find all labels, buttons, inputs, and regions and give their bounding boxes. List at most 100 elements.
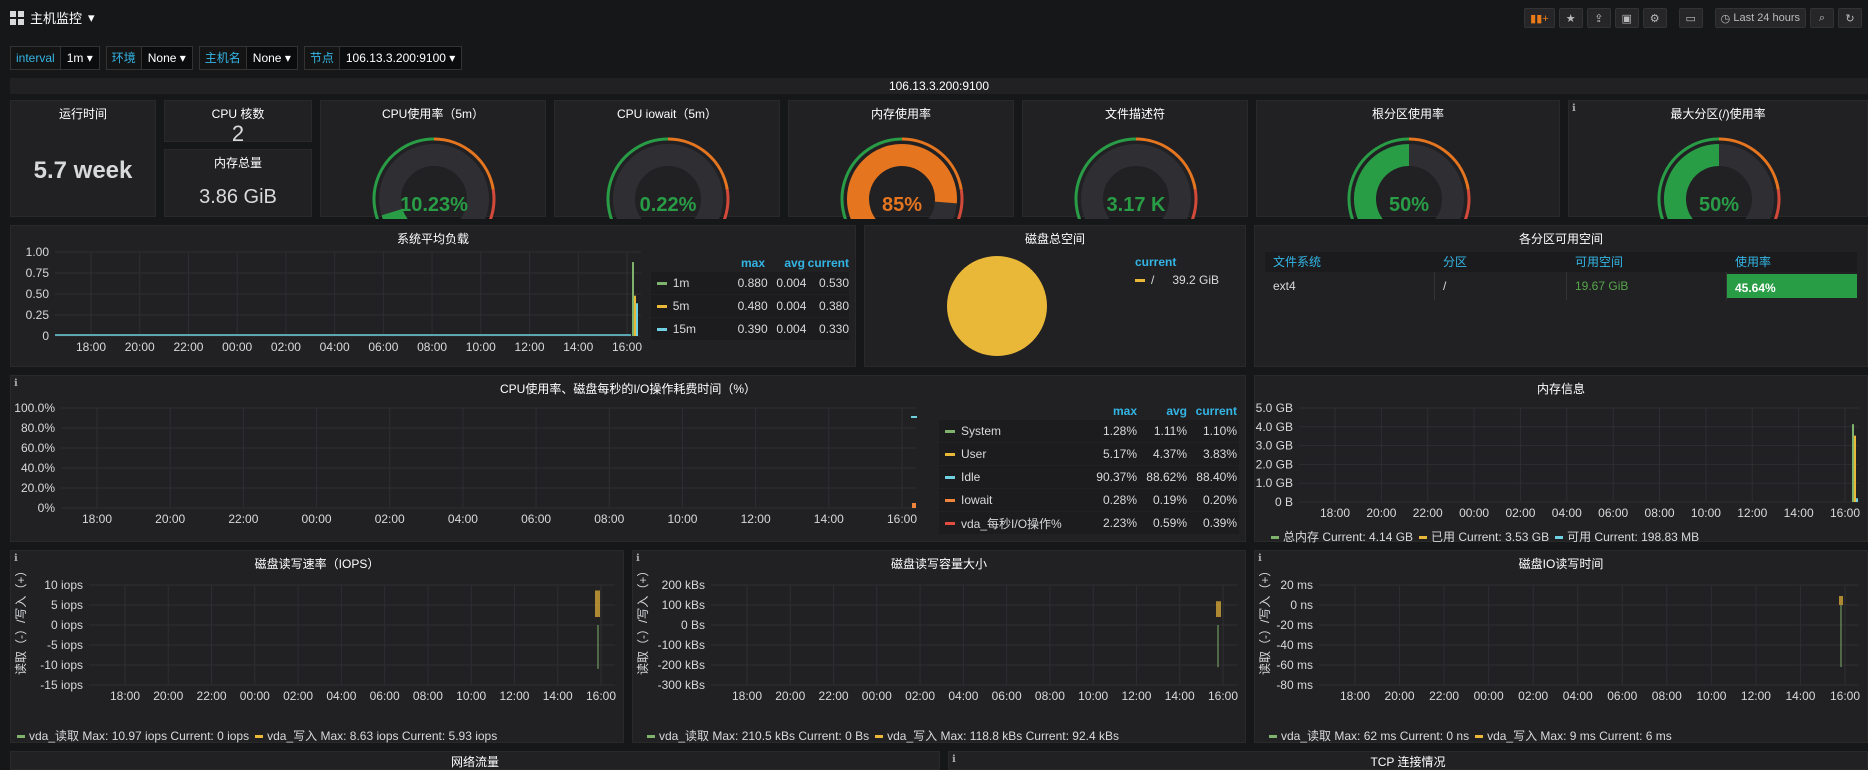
pie-slice-root[interactable] xyxy=(947,256,1047,356)
panel-title[interactable]: 内存总量 xyxy=(213,156,262,170)
panel-title[interactable]: 系统平均负载 xyxy=(396,232,469,246)
zoom-out-button[interactable]: ⌕ xyxy=(1810,8,1834,28)
cpu-io-chart[interactable]: 100.0% 80.0% 60.0% 40.0% 20.0% 0% 18:00 20:00 22… xyxy=(11,396,926,543)
gauge-panel: 根分区使用率 50% xyxy=(1256,100,1560,219)
x-tick-label: 08:00 xyxy=(594,512,624,526)
memory-chart[interactable]: 5.0 GB 4.0 GB 3.0 GB 2.0 GB 1.0 GB 0 B 18:00 20… xyxy=(1255,396,1868,524)
info-icon[interactable]: ℹ xyxy=(14,553,18,564)
gauge-chart: 50% xyxy=(1347,137,1471,219)
column-header[interactable]: 可用空间 xyxy=(1575,255,1624,269)
iops-legend: vda_读取 Max: 10.97 iops Current: 0 iops vd… xyxy=(17,727,503,744)
column-header[interactable]: 分区 xyxy=(1443,255,1468,269)
legend-max: 0.880 xyxy=(737,276,768,290)
panel-title[interactable]: 运行时间 xyxy=(58,107,107,121)
legend-item[interactable]: Iowait 0.28% 0.19% 0.20% xyxy=(939,489,1239,511)
panel-title[interactable]: CPU使用率、磁盘每秒的I/O操作耗费时间（%） xyxy=(499,382,756,396)
info-icon[interactable]: ℹ xyxy=(952,754,956,765)
legend-item[interactable]: 5m 0.480 0.004 0.380 xyxy=(651,295,849,317)
info-icon[interactable]: ℹ xyxy=(1258,553,1262,564)
settings-button[interactable]: ⚙ xyxy=(1642,8,1667,28)
panel-title[interactable]: 磁盘读写容量大小 xyxy=(890,557,987,571)
info-icon[interactable]: ℹ xyxy=(14,378,18,389)
legend-item[interactable]: vda_读取 Max: 210.5 kBs Current: 0 Bs xyxy=(647,729,869,743)
gauge-value: 50% xyxy=(1699,194,1739,216)
legend-item[interactable]: vda_写入 Max: 118.8 kBs Current: 92.4 kBs xyxy=(875,729,1119,743)
tcp-panel: ℹ TCP 连接情况 xyxy=(948,751,1868,770)
legend-name: Iowait xyxy=(961,493,993,507)
y-tick-label: 80.0% xyxy=(21,421,55,435)
legend-item[interactable]: vda_写入 Max: 9 ms Current: 6 ms xyxy=(1475,729,1672,743)
row-title[interactable]: 106.13.3.200:9100 xyxy=(10,78,1868,94)
x-tick-label: 16:00 xyxy=(586,689,616,703)
series-swatch xyxy=(1135,278,1145,282)
series-area[interactable] xyxy=(1839,596,1843,605)
legend-item[interactable]: / 39.2 GiB xyxy=(1135,273,1219,287)
legend-item[interactable]: vda_写入 Max: 8.63 iops Current: 5.93 iops xyxy=(255,729,497,743)
panel-title[interactable]: 内存使用率 xyxy=(870,107,931,121)
panel-title[interactable]: TCP 连接情况 xyxy=(1370,755,1446,769)
legend-item[interactable]: 1m 0.880 0.004 0.530 xyxy=(651,272,849,294)
panel-title[interactable]: 网络流量 xyxy=(450,755,499,769)
panel-title[interactable]: 内存信息 xyxy=(1536,382,1585,396)
legend-avg: 4.37% xyxy=(1152,447,1187,461)
variable-select[interactable]: None ▾ xyxy=(246,46,298,70)
chart-grid: 200 kBs 100 kBs 0 Bs -100 kBs -200 kBs -300 k… xyxy=(658,578,1239,703)
panel-title[interactable]: 根分区使用率 xyxy=(1371,107,1444,121)
info-icon[interactable]: ℹ xyxy=(1572,103,1576,114)
chart-grid: 5.0 GB 4.0 GB 3.0 GB 2.0 GB 1.0 GB 0 B 18:00 20… xyxy=(1256,401,1861,520)
panel-title[interactable]: 磁盘读写速率（IOPS） xyxy=(254,557,380,571)
template-variables: interval 1m ▾ 环境 None ▾ 主机名 None ▾ 节点 106.13… xyxy=(10,46,463,70)
dashboard-picker[interactable]: 主机监控 ▾ xyxy=(10,8,95,27)
tv-mode-button[interactable]: ▭ xyxy=(1678,8,1703,28)
panel-title[interactable]: 各分区可用空间 xyxy=(1518,232,1603,246)
legend-item[interactable]: 总内存 Current: 4.14 GB xyxy=(1271,530,1413,544)
column-header[interactable]: 使用率 xyxy=(1735,255,1772,269)
legend-item[interactable]: 可用 Current: 198.83 MB xyxy=(1555,530,1699,544)
legend-max: 1.28% xyxy=(1102,424,1137,438)
refresh-button[interactable]: ↻ xyxy=(1838,8,1862,28)
column-header[interactable]: 文件系统 xyxy=(1273,255,1322,269)
legend-item[interactable]: System 1.28% 1.11% 1.10% xyxy=(939,420,1239,442)
series-area[interactable] xyxy=(1216,601,1221,617)
legend-item[interactable]: vda_读取 Max: 10.97 iops Current: 0 iops xyxy=(17,729,249,743)
legend-item[interactable]: 15m 0.390 0.004 0.330 xyxy=(651,318,849,340)
info-icon[interactable]: ℹ xyxy=(636,553,640,564)
x-tick-label: 08:00 xyxy=(413,689,443,703)
memory-legend: 总内存 Current: 4.14 GB 已用 Current: 3.53 GB 可… xyxy=(1271,528,1705,545)
panel-title[interactable]: 磁盘IO读写时间 xyxy=(1518,557,1604,571)
panel-title[interactable]: 磁盘总空间 xyxy=(1024,232,1085,246)
legend-current: 0.380 xyxy=(818,299,849,313)
series-swatch xyxy=(1419,536,1428,540)
iops-chart[interactable]: 10 iops 5 iops 0 iops -5 iops -10 iops -15 io… xyxy=(11,571,625,721)
x-tick-label: 20:00 xyxy=(775,689,805,703)
variable-label: 环境 xyxy=(105,46,142,70)
variable-select[interactable]: None ▾ xyxy=(141,46,193,70)
load-chart[interactable]: 1.00 0.75 0.50 0.25 0 18:00 20:00 22:00 00:00 02:… xyxy=(11,244,651,368)
legend-item[interactable]: vda_每秒I/O操作% 2.23% 0.59% 0.39% xyxy=(939,512,1239,534)
save-button[interactable]: ▣ xyxy=(1614,8,1639,28)
series-area[interactable] xyxy=(595,590,600,617)
panel-title[interactable]: CPU使用率（5m） xyxy=(381,107,484,121)
variable-select[interactable]: 1m ▾ xyxy=(60,46,100,70)
legend-name: System xyxy=(961,424,1002,438)
legend-current: 0.330 xyxy=(818,322,849,336)
y-tick-label: 5.0 GB xyxy=(1256,401,1293,415)
variable-select[interactable]: 106.13.3.200:9100 ▾ xyxy=(339,46,463,70)
throughput-chart[interactable]: 200 kBs 100 kBs 0 Bs -100 kBs -200 kBs -300 k… xyxy=(633,571,1247,721)
add-panel-button[interactable]: ▮▮+ xyxy=(1524,8,1555,28)
legend-item[interactable]: 已用 Current: 3.53 GB xyxy=(1419,530,1549,544)
panel-title[interactable]: 文件描述符 xyxy=(1104,107,1165,121)
legend-item[interactable]: vda_读取 Max: 62 ms Current: 0 ns xyxy=(1269,729,1469,743)
legend-item[interactable]: Idle 90.37% 88.62% 88.40% xyxy=(939,466,1239,488)
share-button[interactable]: ⇪ xyxy=(1586,8,1611,28)
x-tick-label: 20:00 xyxy=(1385,689,1415,703)
io-time-chart[interactable]: 20 ms 0 ns -20 ms -40 ms -60 ms -80 ms 18:00 20… xyxy=(1255,571,1868,721)
x-tick-label: 00:00 xyxy=(1474,689,1504,703)
panel-title[interactable]: CPU 核数 xyxy=(211,107,265,121)
time-picker-button[interactable]: ◷ Last 24 hours xyxy=(1714,8,1806,28)
star-button[interactable]: ★ xyxy=(1558,8,1583,28)
disk-pie-chart[interactable] xyxy=(945,254,1049,358)
legend-item[interactable]: User 5.17% 4.37% 3.83% xyxy=(939,443,1239,465)
panel-title[interactable]: CPU iowait（5m） xyxy=(616,107,718,121)
panel-title[interactable]: 最大分区(/)使用率 xyxy=(1670,107,1766,121)
